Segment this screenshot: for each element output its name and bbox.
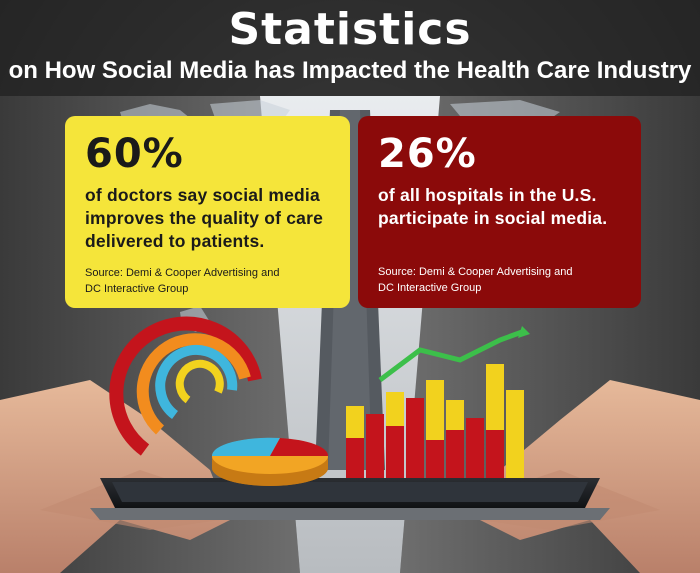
stat-description: of doctors say social media improves the… [85,184,330,253]
stat-source: Source: Demi & Cooper Advertising and DC… [85,265,279,297]
header-banner: Statistics on How Social Media has Impac… [0,0,700,96]
source-line: Source: Demi & Cooper Advertising and [378,266,573,278]
stat-line: improves the quality of care [85,208,324,228]
stat-card-doctors: 60% of doctors say social media improves… [65,116,350,308]
source-line: DC Interactive Group [85,283,189,295]
stat-line: participate in social media. [378,208,608,228]
page-title: Statistics [228,4,472,55]
stat-line: of doctors say social media [85,185,320,205]
stat-line: delivered to patients. [85,231,265,251]
stat-percent: 26% [378,131,477,177]
source-line: Source: Demi & Cooper Advertising and [85,267,280,279]
page-subtitle: on How Social Media has Impacted the Hea… [8,57,692,84]
stat-percent: 60% [85,131,184,177]
ring-chart-graphic [109,316,262,456]
stat-line: of all hospitals in the U.S. [378,185,597,205]
stat-description: of all hospitals in the U.S. participate… [378,184,621,230]
stat-source: Source: Demi & Cooper Advertising and DC… [378,264,572,296]
stat-card-hospitals: 26% of all hospitals in the U.S. partici… [358,116,641,308]
source-line: DC Interactive Group [378,282,482,294]
bar-chart-graphic [346,326,530,478]
pie-chart-graphic [211,437,329,486]
